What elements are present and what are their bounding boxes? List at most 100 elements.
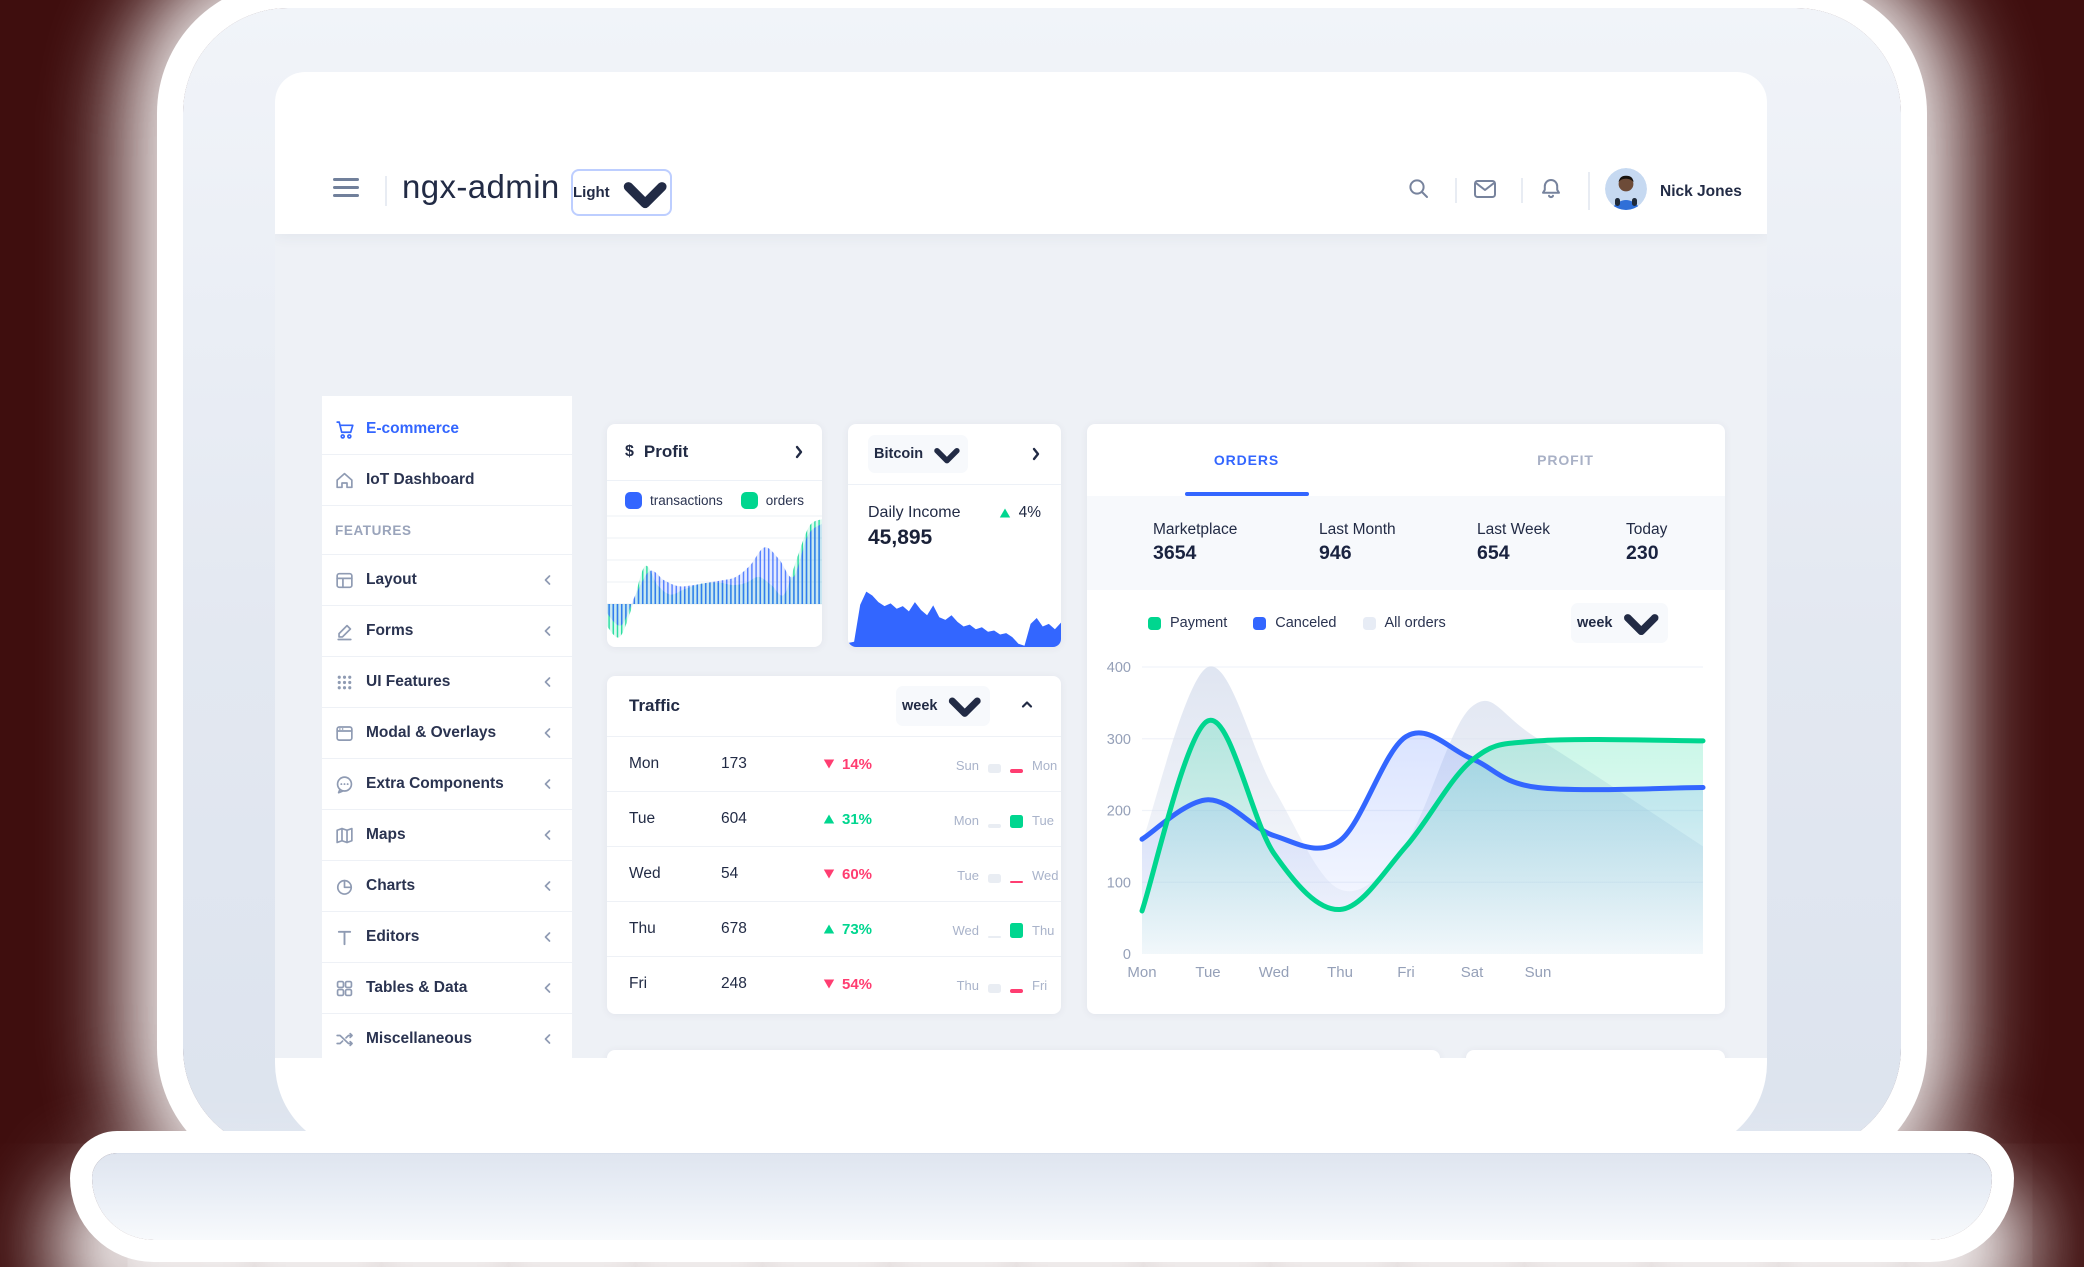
- legend-swatch: [624, 491, 642, 509]
- traffic-delta-value: 31%: [842, 810, 873, 828]
- sidebar-item-charts[interactable]: Charts: [322, 860, 572, 911]
- legend-item-canceled[interactable]: Canceled: [1253, 615, 1337, 631]
- avatar[interactable]: [1605, 168, 1647, 210]
- keypad-icon: [334, 672, 355, 693]
- profit-card: $ Profit transactions orders: [607, 424, 822, 647]
- map-icon: [334, 825, 355, 846]
- traffic-table: Mon 173 14% Sun Mon Tue 604 31% Mon Tue Wed 54 60% Tu…: [607, 736, 1061, 1014]
- sidebar-item-layout[interactable]: Layout: [322, 554, 572, 605]
- grid-icon: [334, 978, 355, 999]
- traffic-delta: 31%: [823, 811, 951, 828]
- bell-icon[interactable]: [1538, 176, 1564, 202]
- sidebar-item-label: Charts: [366, 877, 416, 894]
- orders-period-select[interactable]: week: [1571, 603, 1668, 643]
- sidebar-item-label: Tables & Data: [366, 979, 468, 996]
- user-name[interactable]: Nick Jones: [1660, 183, 1742, 200]
- traffic-value: 604: [721, 810, 747, 827]
- active-tab-underline: [1184, 492, 1309, 496]
- chevron-right-icon[interactable]: [794, 445, 804, 459]
- svg-text:Thu: Thu: [1327, 964, 1353, 981]
- orders-chart-legend: Payment Canceled All orders: [1148, 603, 1446, 643]
- divider: [1521, 178, 1523, 203]
- sidebar-item-iot-dashboard[interactable]: IoT Dashboard: [322, 454, 572, 505]
- compare-from-label: Wed: [952, 922, 980, 938]
- legend-label: orders: [765, 492, 805, 508]
- sidebar-item-e-commerce[interactable]: E-commerce: [322, 404, 572, 454]
- sidebar-item-miscellaneous[interactable]: Miscellaneous: [322, 1013, 572, 1058]
- traffic-day: Fri: [629, 975, 648, 992]
- compare-from-bar: [988, 983, 1001, 993]
- svg-text:Tue: Tue: [1195, 964, 1220, 981]
- tab-profit[interactable]: PROFIT: [1406, 424, 1725, 496]
- compare-from-bar: [988, 935, 1001, 938]
- brand-title[interactable]: ngx-admin: [402, 168, 560, 205]
- legend-label: transactions: [649, 492, 723, 508]
- traffic-period-select[interactable]: week: [896, 686, 990, 726]
- svg-text:200: 200: [1107, 804, 1131, 820]
- legend-item-payment[interactable]: Payment: [1148, 615, 1227, 631]
- stat-value: 654: [1477, 542, 1510, 564]
- traffic-delta-value: 60%: [842, 865, 873, 883]
- currency-select[interactable]: Bitcoin: [868, 435, 968, 473]
- avatar-image: [1605, 168, 1647, 210]
- daily-income-label: Daily Income: [868, 504, 961, 521]
- traffic-value: 248: [721, 975, 747, 992]
- legend-item-all-orders[interactable]: All orders: [1362, 615, 1446, 631]
- traffic-compare: Thu Fri: [951, 976, 1061, 993]
- legend-swatch: [740, 491, 758, 509]
- traffic-day: Thu: [629, 920, 656, 937]
- chevron-left-icon: [543, 727, 552, 739]
- theme-select[interactable]: Light: [571, 169, 672, 216]
- sidebar-item-modal-overlays[interactable]: Modal & Overlays: [322, 707, 572, 758]
- compare-from-label: Sun: [955, 757, 979, 773]
- legend-label: Payment: [1170, 615, 1228, 631]
- edit-icon: [334, 621, 355, 642]
- compare-to-label: Mon: [1032, 757, 1058, 773]
- traffic-delta: 14%: [823, 756, 951, 773]
- traffic-delta: 73%: [823, 921, 951, 938]
- traffic-row-mon: Mon 173 14% Sun Mon: [607, 736, 1061, 791]
- traffic-delta: 60%: [823, 866, 951, 883]
- home-icon: [334, 470, 355, 491]
- traffic-compare: Tue Wed: [951, 866, 1061, 883]
- sidebar-item-extra-components[interactable]: Extra Components: [322, 758, 572, 809]
- orders-period-value: week: [1577, 615, 1613, 631]
- chevron-right-icon[interactable]: [1031, 447, 1041, 461]
- legend-item-orders[interactable]: orders: [740, 491, 805, 509]
- sidebar-item-tables-data[interactable]: Tables & Data: [322, 962, 572, 1013]
- stat-last-month: Last Month 946: [1319, 521, 1477, 565]
- sidebar-item-label: Miscellaneous: [366, 1030, 472, 1047]
- sidebar-item-forms[interactable]: Forms: [322, 605, 572, 656]
- traffic-card-title: Traffic: [629, 696, 681, 715]
- sidebar-item-maps[interactable]: Maps: [322, 809, 572, 860]
- traffic-card: Traffic week Mon 173 14% Sun Mon Tue 604 31% Mon…: [607, 676, 1061, 1014]
- divider: [385, 176, 387, 206]
- tab-orders[interactable]: ORDERS: [1087, 424, 1406, 496]
- delta-value: 4%: [1018, 504, 1041, 521]
- legend-item-transactions[interactable]: transactions: [624, 491, 723, 509]
- search-icon[interactable]: [1406, 176, 1432, 202]
- traffic-day: Mon: [629, 755, 660, 772]
- traffic-row-wed: Wed 54 60% Tue Wed: [607, 846, 1061, 901]
- chevron-left-icon: [543, 982, 552, 994]
- currency-select-value: Bitcoin: [874, 446, 924, 462]
- stat-value: 3654: [1153, 542, 1197, 564]
- chevron-down-icon: [946, 690, 984, 721]
- traffic-compare: Wed Thu: [951, 921, 1061, 938]
- traffic-card-header: Traffic week: [607, 676, 1061, 736]
- pie-icon: [334, 876, 355, 897]
- chevron-left-icon: [543, 931, 552, 943]
- traffic-row-fri: Fri 248 54% Thu Fri: [607, 956, 1061, 1011]
- traffic-compare: Mon Tue: [951, 811, 1061, 828]
- menu-toggle-icon[interactable]: [333, 178, 359, 202]
- daily-income-delta: 4%: [999, 504, 1041, 522]
- collapse-icon[interactable]: [1020, 699, 1034, 709]
- svg-text:Mon: Mon: [1127, 964, 1156, 981]
- chevron-left-icon: [543, 829, 552, 841]
- sidebar-item-editors[interactable]: Editors: [322, 911, 572, 962]
- app-header: ngx-admin Light Nick Jo: [275, 72, 1767, 234]
- email-icon[interactable]: [1472, 176, 1498, 202]
- traffic-row-tue: Tue 604 31% Mon Tue: [607, 791, 1061, 846]
- sidebar-item-ui-features[interactable]: UI Features: [322, 656, 572, 707]
